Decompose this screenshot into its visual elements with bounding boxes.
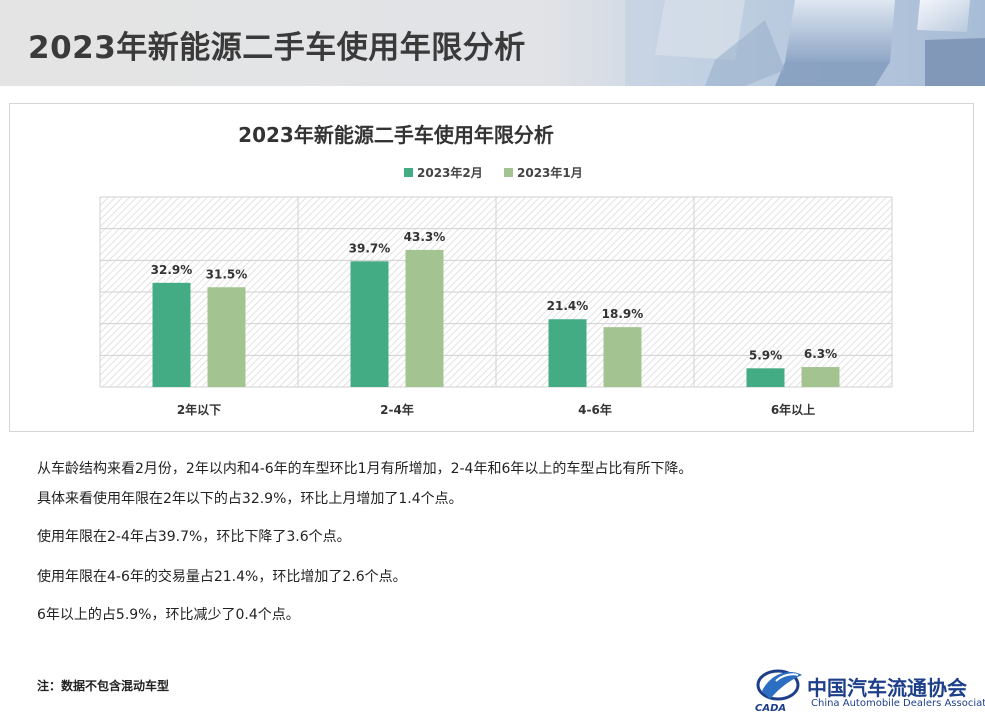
chart-title: 2023年新能源二手车使用年限分析 [238, 123, 554, 147]
data-label: 18.9% [602, 307, 644, 321]
paragraph-under-2-years: 具体来看使用年限在2年以下的占32.9%，环比上月增加了1.4个点。 [37, 491, 463, 507]
footnote: 注：数据不包含混动车型 [37, 679, 170, 693]
x-tick-label: 2-4年 [380, 402, 414, 417]
data-label: 6.3% [804, 347, 837, 361]
legend-label-2: 2023年1月 [517, 165, 583, 180]
data-label: 43.3% [404, 230, 446, 244]
bar-chart: 2023年新能源二手车使用年限分析 2023年2月 2023年1月 32.9% 31.5… [99, 123, 893, 417]
data-label: 39.7% [349, 241, 391, 255]
cada-emblem-icon: CADA [755, 669, 802, 713]
legend-swatch-2 [504, 168, 513, 177]
x-tick-label: 4-6年 [578, 402, 612, 417]
x-tick-label: 2年以下 [177, 402, 221, 417]
bar [405, 249, 444, 387]
bar [746, 368, 785, 387]
page-title: 2023年新能源二手车使用年限分析 [28, 30, 526, 66]
paragraph-4-6-years: 使用年限在4-6年的交易量占21.4%，环比增加了2.6个点。 [37, 569, 407, 585]
association-logo: CADA 中国汽车流通协会 China Automobile Dealers A… [752, 661, 985, 713]
paragraph-overview: 从车龄结构来看2月份，2年以内和4-6年的车型环比1月有所增加，2-4年和6年以… [37, 461, 693, 477]
logo-name-cn: 中国汽车流通协会 [807, 676, 967, 700]
paragraph-over-6-years: 6年以上的占5.9%，环比减少了0.4个点。 [37, 607, 300, 623]
legend-swatch-1 [404, 168, 413, 177]
bar [801, 367, 840, 387]
logo-abbr: CADA [755, 703, 786, 713]
logo-name-en: China Automobile Dealers Association [811, 698, 985, 709]
bar [207, 287, 246, 387]
header-decoration [625, 0, 985, 86]
legend-label-1: 2023年2月 [417, 165, 483, 180]
page-header: 2023年新能源二手车使用年限分析 [0, 0, 985, 86]
bar [603, 327, 642, 387]
paragraph-2-4-years: 使用年限在2-4年占39.7%，环比下降了3.6个点。 [37, 529, 351, 545]
data-label: 31.5% [206, 267, 248, 281]
bar [548, 319, 587, 387]
chart-panel: 2023年新能源二手车使用年限分析 2023年2月 2023年1月 32.9% 31.5… [9, 103, 974, 432]
bar [350, 261, 389, 387]
data-label: 21.4% [547, 299, 589, 313]
x-tick-label: 6年以上 [771, 402, 815, 417]
data-label: 32.9% [151, 263, 193, 277]
bar [152, 282, 191, 387]
data-label: 5.9% [749, 348, 782, 362]
